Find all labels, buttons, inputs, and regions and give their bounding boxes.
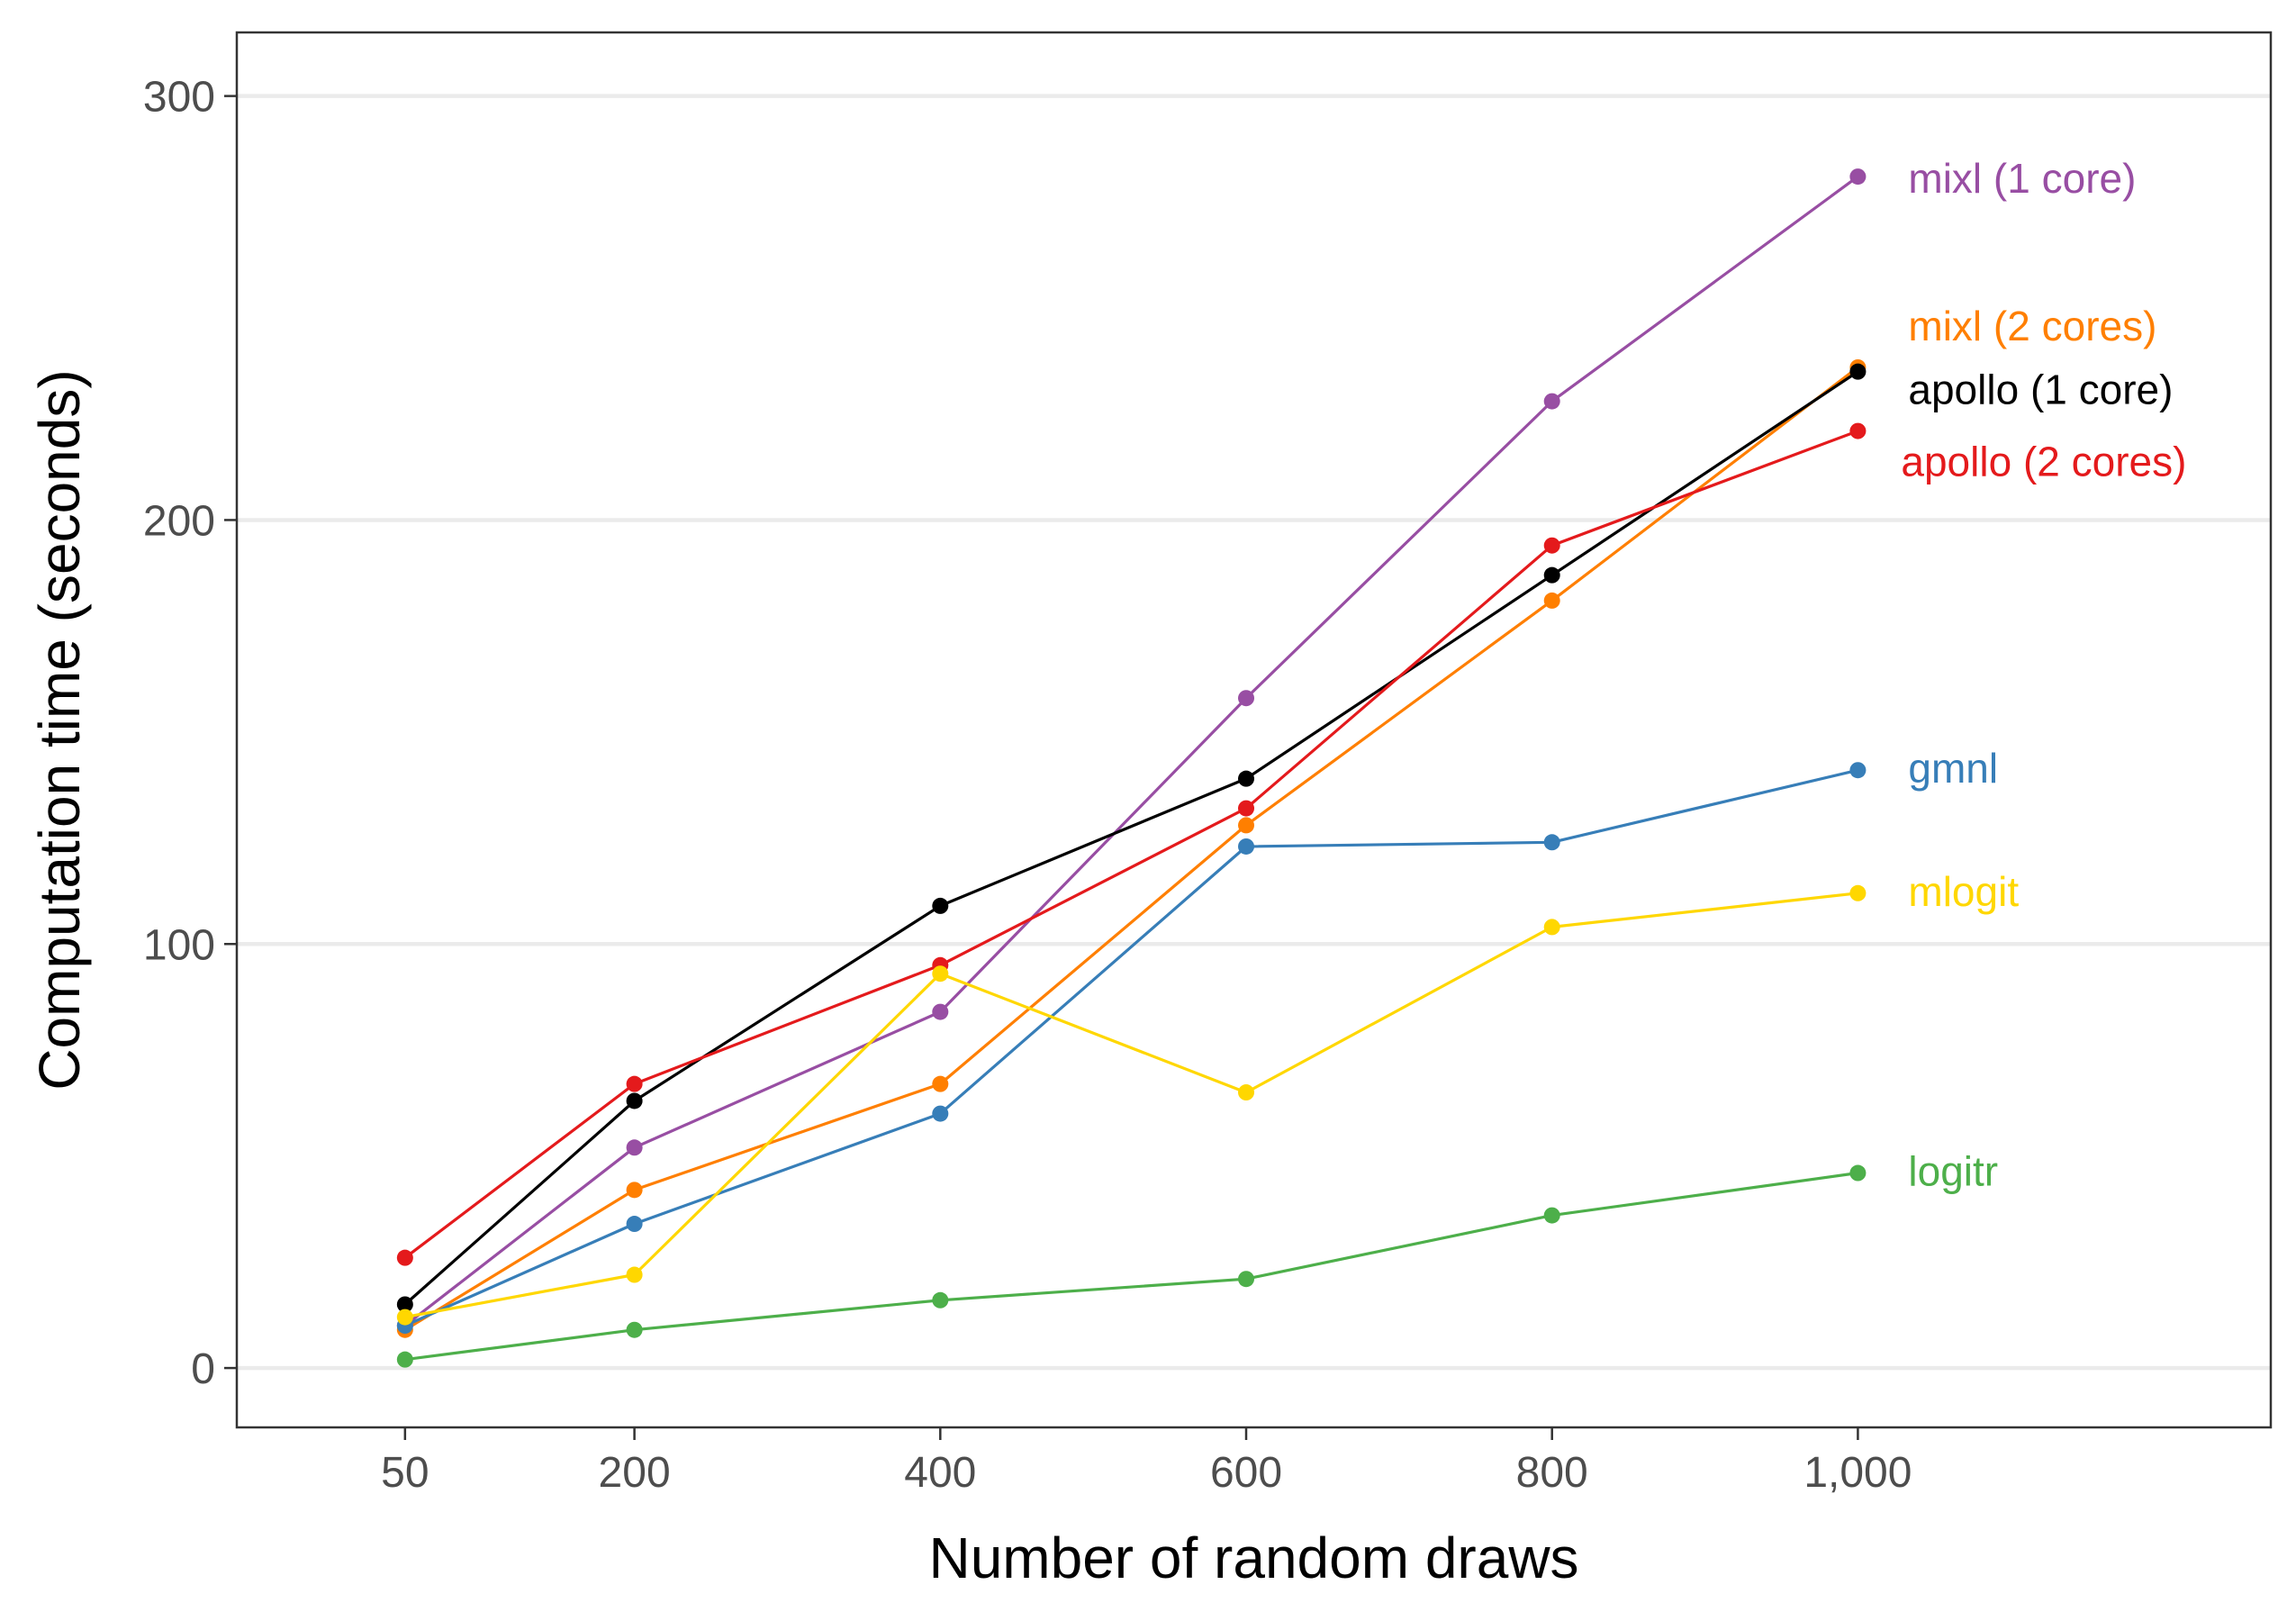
data-point (396, 1249, 413, 1266)
series-line (403, 370, 1859, 1306)
data-point (396, 1309, 413, 1326)
data-point (932, 965, 949, 983)
data-point (1238, 770, 1255, 787)
data-point (626, 1075, 643, 1092)
data-point (626, 1266, 643, 1283)
data-point (1543, 919, 1560, 936)
series-end-label: mixl (1 core) (1908, 155, 2136, 202)
data-point (932, 1003, 949, 1020)
data-point (1238, 838, 1255, 855)
data-point (1238, 800, 1255, 817)
y-tick-label: 300 (143, 74, 215, 122)
data-point (1849, 363, 1867, 380)
series-line (404, 892, 1858, 1319)
data-point (1543, 592, 1560, 609)
data-point (626, 1182, 643, 1199)
series-end-label: mlogit (1908, 868, 2019, 915)
data-point (1849, 1164, 1867, 1182)
data-point (1849, 884, 1867, 901)
series-line (403, 430, 1858, 1259)
series-line (403, 366, 1859, 1332)
x-tick-label: 800 (1516, 1449, 1588, 1497)
y-axis-title: Computation time (seconds) (27, 369, 92, 1090)
series-end-label: gmnl (1908, 745, 1998, 792)
data-point (932, 1291, 949, 1309)
data-point (932, 1075, 949, 1092)
x-tick-label: 1,000 (1803, 1449, 1912, 1497)
data-point (1849, 762, 1867, 779)
data-point (1543, 537, 1560, 554)
data-point (1849, 168, 1867, 186)
data-point (1849, 422, 1867, 439)
data-point (626, 1139, 643, 1156)
x-axis: 50 200 400 600 800 1,000 (381, 1427, 1912, 1497)
series-labels: mixl (1 core) mixl (2 cores) apollo (1 cor… (1901, 155, 2186, 1194)
x-tick-label: 50 (381, 1449, 429, 1497)
data-point (396, 1351, 413, 1368)
data-point (1543, 1207, 1560, 1224)
data-point (626, 1321, 643, 1338)
series-line (404, 1171, 1858, 1362)
series-end-label: mixl (2 cores) (1908, 303, 2156, 349)
data-point (396, 1296, 413, 1313)
series-lines (403, 175, 1859, 1362)
panel-border (235, 31, 2273, 1429)
series-end-label: apollo (1 core) (1908, 367, 2173, 413)
x-tick-label: 600 (1210, 1449, 1282, 1497)
data-point (1238, 817, 1255, 834)
y-tick-label: 100 (143, 921, 215, 969)
series-line (403, 175, 1859, 1327)
series-end-label: apollo (2 cores) (1901, 439, 2186, 485)
series-end-label: logitr (1908, 1148, 1998, 1195)
series-line (404, 768, 1858, 1327)
x-tick-label: 400 (904, 1449, 976, 1497)
data-point (626, 1216, 643, 1233)
data-point (626, 1092, 643, 1109)
x-axis-title: Number of random draws (928, 1526, 1578, 1590)
y-tick-label: 200 (143, 497, 215, 545)
y-axis: 0 100 200 300 (143, 74, 237, 1393)
data-point (1543, 834, 1560, 851)
data-point (1238, 1084, 1255, 1101)
data-point (1238, 690, 1255, 707)
data-point (1238, 1271, 1255, 1288)
data-point (932, 897, 949, 914)
x-tick-label: 200 (599, 1449, 671, 1497)
data-point (932, 1105, 949, 1122)
data-point (1543, 393, 1560, 410)
gridlines (237, 94, 2271, 1371)
data-point (1543, 566, 1560, 584)
series-points (396, 168, 1867, 1368)
y-tick-label: 0 (191, 1345, 215, 1393)
